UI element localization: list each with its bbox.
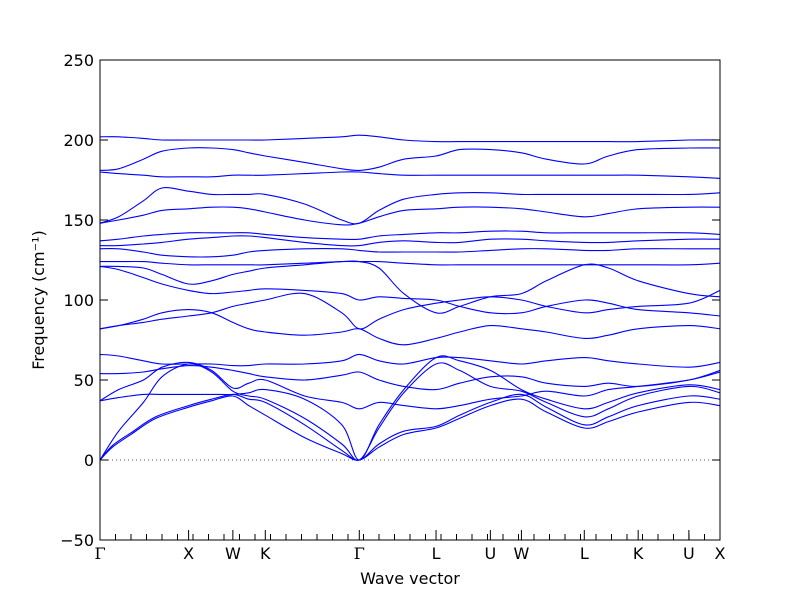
x-tick-label: W (513, 544, 529, 563)
x-tick-label: X (715, 544, 726, 563)
y-tick-label: 250 (63, 51, 94, 70)
y-tick-label: 200 (63, 131, 94, 150)
band-curve-17 (100, 187, 720, 225)
x-tick-label: Γ (354, 544, 365, 563)
band-curve-20 (100, 134, 720, 143)
band-curve-7 (100, 353, 720, 368)
band-curve-6 (100, 365, 720, 391)
y-tick-label: −50 (60, 531, 94, 550)
x-tick-label: L (432, 544, 441, 563)
y-tick-label: 150 (63, 211, 94, 230)
y-axis-label: Frequency (cm⁻¹) (29, 230, 48, 369)
band-curve-12 (100, 260, 720, 266)
x-tick-label: Γ (94, 544, 105, 563)
band-curve-14 (100, 235, 720, 247)
band-curve-5 (100, 361, 720, 410)
x-tick-label: K (633, 544, 644, 563)
band-curve-9 (100, 289, 720, 330)
x-minor-ticks-layer (115, 534, 705, 540)
x-tick-label: W (225, 544, 241, 563)
band-curve-16 (100, 206, 720, 226)
x-tick-label: K (260, 544, 271, 563)
y-tick-label: 50 (74, 371, 94, 390)
plot-frame (99, 59, 721, 541)
band-curve-18 (100, 171, 720, 179)
band-curve-8 (100, 309, 720, 346)
x-tick-label: U (683, 544, 695, 563)
band-curve-10 (100, 265, 720, 317)
band-curve-19 (100, 147, 720, 172)
x-tick-label: U (484, 544, 496, 563)
band-curve-1 (100, 395, 720, 461)
band-curve-3 (100, 362, 720, 461)
y-axis-ticks-layer: −50 0 50 100 150 200 250 (60, 51, 720, 550)
y-tick-label: 100 (63, 291, 94, 310)
band-curves-layer (100, 134, 720, 461)
x-axis-label: Wave vector (360, 569, 460, 588)
band-curve-11 (100, 260, 720, 314)
band-curve-4 (100, 355, 720, 461)
x-tick-label: X (183, 544, 194, 563)
band-curve-2 (100, 393, 720, 461)
x-tick-label: L (580, 544, 589, 563)
band-curve-15 (100, 230, 720, 242)
band-curve-13 (100, 248, 720, 258)
y-tick-label: 0 (84, 451, 94, 470)
